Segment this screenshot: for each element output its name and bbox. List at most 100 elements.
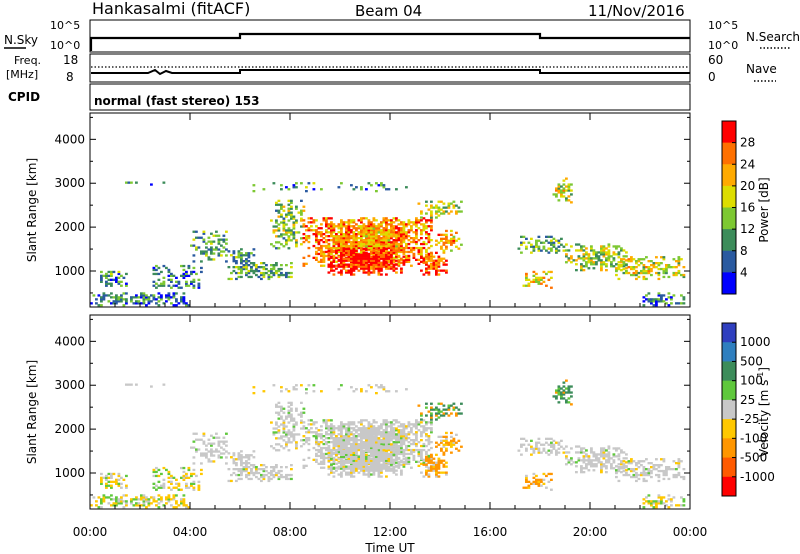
echo-cell [390, 223, 393, 226]
echo-cell [600, 469, 603, 472]
echo-cell [352, 427, 356, 430]
echo-cell [385, 227, 388, 230]
echo-cell [437, 443, 441, 446]
echo-cell [122, 304, 126, 307]
echo-cell [397, 244, 401, 248]
echo-cell [325, 437, 328, 440]
echo-cell [280, 409, 283, 412]
colorbar-tick-label: -100 [740, 431, 767, 445]
echo-cell [602, 255, 606, 258]
echo-cell [387, 431, 391, 434]
echo-cell [115, 502, 118, 505]
echo-cell [620, 264, 623, 267]
echo-cell [387, 253, 391, 256]
echo-cell [212, 436, 216, 439]
echo-cell [277, 203, 281, 206]
echo-cell [657, 464, 661, 467]
echo-cell [437, 259, 441, 262]
echo-cell [362, 471, 366, 474]
echo-cell [385, 425, 388, 428]
echo-cell [377, 271, 381, 274]
echo-cell [90, 504, 93, 507]
echo-cell [390, 425, 393, 428]
echo-cell [380, 386, 383, 389]
echo-cell [437, 200, 441, 203]
echo-cell [302, 466, 306, 469]
echo-cell [612, 467, 616, 470]
echo-cell [340, 227, 343, 230]
echo-cell [422, 463, 426, 466]
echo-cell [677, 471, 681, 475]
echo-cell [147, 302, 151, 305]
echo-cell [420, 435, 423, 438]
echo-cell [360, 229, 363, 232]
echo-cell [365, 243, 368, 246]
echo-cell [380, 384, 383, 387]
echo-cell [267, 477, 271, 481]
echo-cell [647, 266, 651, 269]
echo-cell [347, 453, 351, 456]
echo-cell [577, 459, 581, 462]
echo-cell [407, 260, 411, 263]
echo-cell [377, 248, 381, 252]
echo-cell [435, 418, 438, 421]
echo-cell [325, 229, 328, 232]
echo-cell [360, 250, 363, 254]
echo-cell [385, 455, 388, 458]
echo-cell [580, 449, 583, 452]
echo-cell [662, 267, 666, 271]
echo-cell [395, 457, 398, 460]
echo-cell [170, 480, 173, 483]
echo-cell [280, 386, 283, 389]
echo-cell [250, 454, 253, 457]
echo-cell [372, 471, 376, 474]
echo-cell [555, 193, 558, 196]
echo-cell [252, 456, 256, 459]
echo-cell [112, 278, 116, 281]
echo-cell [590, 247, 593, 250]
echo-cell [315, 431, 318, 434]
echo-cell [667, 264, 671, 267]
echo-cell [565, 455, 568, 458]
echo-cell [655, 271, 658, 275]
echo-cell [340, 259, 343, 262]
echo-cell [385, 241, 388, 244]
echo-cell [355, 233, 358, 236]
echo-cell [595, 253, 598, 256]
echo-cell [290, 233, 293, 236]
echo-cell [120, 498, 123, 501]
echo-cell [540, 241, 543, 244]
echo-cell [320, 425, 323, 428]
echo-cell [435, 243, 438, 246]
echo-cell [290, 199, 293, 202]
echo-cell [370, 239, 373, 242]
echo-cell [327, 451, 331, 454]
echo-cell [597, 259, 601, 262]
echo-cell [282, 229, 286, 232]
echo-cell [220, 238, 223, 241]
echo-cell [377, 437, 381, 440]
x-tick-label: 00:00 [673, 525, 708, 539]
echo-cell [202, 432, 206, 435]
echo-cell [380, 249, 383, 252]
velocity-ylabel: Slant Range [km] [25, 360, 39, 464]
echo-cell [607, 455, 611, 458]
echo-cell [195, 474, 198, 478]
echo-cell [605, 471, 608, 474]
echo-cell [340, 431, 343, 434]
echo-cell [547, 480, 551, 483]
echo-cell [355, 261, 358, 264]
echo-cell [657, 292, 661, 295]
echo-cell [437, 408, 441, 411]
echo-cell [607, 447, 611, 450]
echo-cell [315, 246, 318, 250]
echo-cell [277, 199, 281, 202]
echo-cell [405, 448, 408, 452]
echo-cell [285, 425, 288, 428]
echo-cell [275, 219, 278, 222]
echo-cell [362, 265, 366, 268]
echo-cell [580, 245, 583, 248]
echo-cell [150, 294, 153, 297]
echo-cell [407, 456, 411, 460]
echo-cell [395, 249, 398, 252]
